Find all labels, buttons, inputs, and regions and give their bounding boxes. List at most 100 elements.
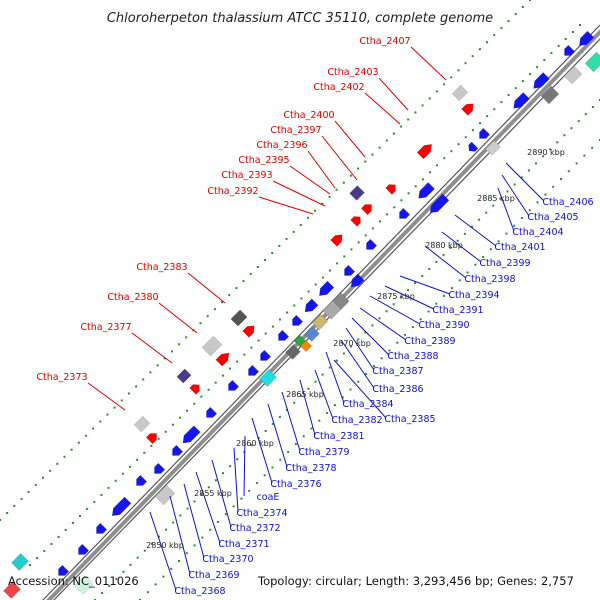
forward-gene xyxy=(360,204,372,216)
reverse-gene-label[interactable]: Ctha_2405 xyxy=(527,212,578,223)
forward-gene-label[interactable]: Ctha_2380 xyxy=(107,292,158,303)
reverse-gene-label[interactable]: Ctha_2390 xyxy=(418,320,469,331)
forward-gene-label[interactable]: Ctha_2393 xyxy=(221,170,272,181)
accession-text: Accession: NC_011026 xyxy=(8,574,139,588)
forward-label-leader xyxy=(307,150,336,189)
reverse-misc-feature xyxy=(311,313,329,331)
position-tick-label: 2870 kbp xyxy=(333,339,371,348)
reverse-gene-label[interactable]: Ctha_2382 xyxy=(331,415,382,426)
reverse-label-leader xyxy=(399,275,451,295)
reverse-gene xyxy=(292,314,304,326)
forward-gene xyxy=(461,103,474,116)
reverse-label-leader xyxy=(454,214,497,247)
forward-label-leader xyxy=(321,135,358,181)
reverse-gene-label[interactable]: Ctha_2372 xyxy=(229,523,280,534)
forward-gene-label[interactable]: Ctha_2400 xyxy=(283,110,334,121)
reverse-label-leader xyxy=(351,317,390,356)
reverse-gene xyxy=(366,238,378,250)
genome-title: Chloroherpeton thalassium ATCC 35110, co… xyxy=(107,11,493,26)
forward-gene-label[interactable]: Ctha_2373 xyxy=(36,372,87,383)
reverse-label-leader xyxy=(384,285,435,310)
reverse-gene xyxy=(429,193,450,214)
reverse-gene xyxy=(248,364,260,376)
forward-rna-gene xyxy=(176,368,192,384)
reverse-gene-label[interactable]: Ctha_2368 xyxy=(174,586,225,597)
forward-gene-label[interactable]: Ctha_2395 xyxy=(238,155,289,166)
reverse-gene-label[interactable]: Ctha_2387 xyxy=(372,366,423,377)
forward-gene-label[interactable]: Ctha_2377 xyxy=(80,322,131,333)
reverse-gene xyxy=(58,564,70,576)
reverse-gene-label[interactable]: Ctha_2379 xyxy=(298,447,349,458)
reverse-gene-label[interactable]: Ctha_2376 xyxy=(270,479,321,490)
reverse-gene-label[interactable]: Ctha_2378 xyxy=(285,463,336,474)
reverse-gene xyxy=(399,207,411,219)
forward-gene-label[interactable]: Ctha_2392 xyxy=(207,186,258,197)
position-tick-label: 2850 kbp xyxy=(146,541,184,550)
forward-label-leader xyxy=(258,196,314,215)
reverse-misc-feature xyxy=(285,344,301,360)
forward-gene-label[interactable]: Ctha_2403 xyxy=(327,67,378,78)
reverse-label-leader xyxy=(359,307,407,341)
forward-label-leader xyxy=(131,332,173,364)
reverse-gene-label[interactable]: Ctha_2388 xyxy=(387,351,438,362)
forward-label-leader xyxy=(364,92,401,125)
reverse-gene-label[interactable]: Ctha_2381 xyxy=(313,431,364,442)
reverse-gene-label[interactable]: Ctha_2401 xyxy=(494,242,545,253)
genome-backbone xyxy=(42,24,600,600)
reverse-label-leader xyxy=(345,327,375,371)
forward-gene xyxy=(350,216,361,227)
reverse-gene-label[interactable]: coaE xyxy=(257,492,280,503)
reverse-gene-label[interactable]: Ctha_2386 xyxy=(372,384,423,395)
reverse-label-leader xyxy=(325,351,345,404)
reverse-gene-label[interactable]: Ctha_2394 xyxy=(448,290,499,301)
reverse-gene-label[interactable]: Ctha_2404 xyxy=(512,227,563,238)
reverse-gene-label[interactable]: Ctha_2369 xyxy=(188,570,239,581)
forward-label-leader xyxy=(87,382,126,411)
reverse-misc-feature xyxy=(304,326,320,342)
reverse-gene-label[interactable]: Ctha_2399 xyxy=(479,258,530,269)
reverse-label-leader xyxy=(267,403,288,468)
reverse-gene xyxy=(304,298,319,313)
forward-gene-label[interactable]: Ctha_2402 xyxy=(313,82,364,93)
forward-misc-feature xyxy=(230,309,248,327)
reverse-gene-label[interactable]: Ctha_2370 xyxy=(202,554,253,565)
reverse-pseudogene xyxy=(154,484,176,506)
forward-pseudogene xyxy=(201,335,223,357)
reverse-gene xyxy=(96,522,108,534)
reverse-label-leader xyxy=(183,483,205,559)
forward-label-leader xyxy=(378,77,409,111)
reverse-gene-label[interactable]: Ctha_2391 xyxy=(432,305,483,316)
reverse-gene-label[interactable]: Ctha_2384 xyxy=(342,399,393,410)
forward-gene-label[interactable]: Ctha_2397 xyxy=(270,125,321,136)
reverse-label-leader xyxy=(169,495,191,575)
inner-dot-track-upper xyxy=(29,24,581,566)
reverse-gene-label[interactable]: Ctha_2385 xyxy=(384,414,435,425)
reverse-label-leader xyxy=(195,471,221,544)
genome-summary-text: Topology: circular; Length: 3,293,456 bp… xyxy=(257,574,574,588)
reverse-gene-label[interactable]: Ctha_2371 xyxy=(218,539,269,550)
reverse-gene-label[interactable]: Ctha_2389 xyxy=(404,336,455,347)
reverse-pseudogene xyxy=(563,65,583,85)
reverse-gene xyxy=(182,425,201,444)
forward-label-leader xyxy=(289,165,331,195)
forward-gene-label[interactable]: Ctha_2407 xyxy=(359,36,410,47)
reverse-gene-label[interactable]: Ctha_2406 xyxy=(542,197,593,208)
forward-pseudogene xyxy=(133,415,151,433)
forward-label-leader xyxy=(410,46,447,81)
forward-label-leader xyxy=(187,272,226,304)
forward-gene xyxy=(330,234,343,247)
forward-label-leader xyxy=(334,120,366,158)
forward-gene-label[interactable]: Ctha_2396 xyxy=(256,140,307,151)
reverse-gene xyxy=(579,30,595,46)
reverse-label-leader xyxy=(299,379,316,436)
forward-gene-label[interactable]: Ctha_2383 xyxy=(136,262,187,273)
gene-features xyxy=(3,30,600,599)
reverse-gene xyxy=(479,127,491,139)
reverse-gene-label[interactable]: Ctha_2398 xyxy=(464,274,515,285)
reverse-misc-feature xyxy=(299,339,313,353)
forward-gene xyxy=(385,184,396,195)
forward-gene xyxy=(242,325,255,338)
reverse-label-leader xyxy=(251,417,273,484)
reverse-gene-label[interactable]: Ctha_2374 xyxy=(236,508,287,519)
